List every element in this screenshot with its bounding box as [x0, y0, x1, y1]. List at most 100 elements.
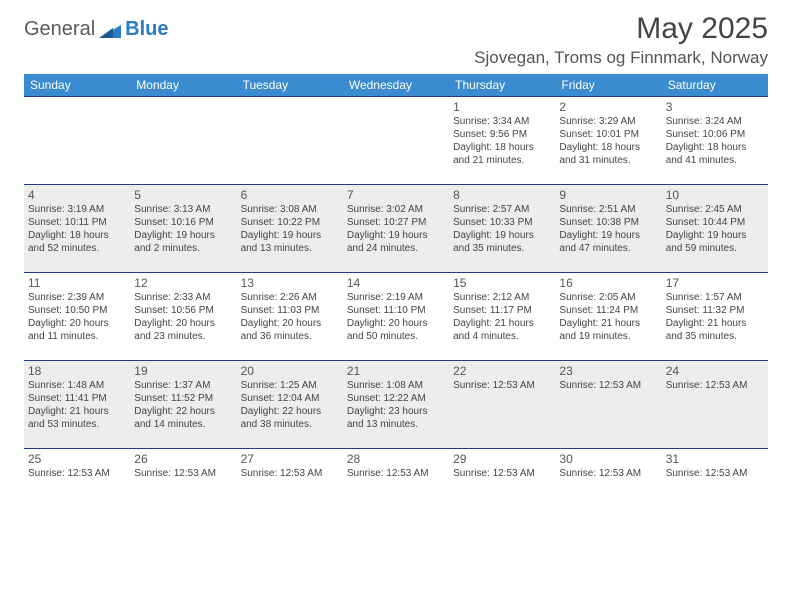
calendar-day-cell	[24, 97, 130, 185]
calendar-day-cell: 20Sunrise: 1:25 AMSunset: 12:04 AMDaylig…	[237, 361, 343, 449]
day-sunrise: Sunrise: 3:13 AM	[134, 203, 232, 216]
day-sunrise: Sunrise: 2:45 AM	[666, 203, 764, 216]
calendar-day-cell: 17Sunrise: 1:57 AMSunset: 11:32 PMDaylig…	[662, 273, 768, 361]
day-day1: Daylight: 20 hours	[28, 317, 126, 330]
day-number: 10	[666, 188, 764, 202]
day-info: Sunrise: 1:37 AMSunset: 11:52 PMDaylight…	[134, 379, 232, 431]
day-info: Sunrise: 3:34 AMSunset: 9:56 PMDaylight:…	[453, 115, 551, 167]
col-friday: Friday	[555, 74, 661, 97]
day-day1: Daylight: 19 hours	[453, 229, 551, 242]
day-info: Sunrise: 3:13 AMSunset: 10:16 PMDaylight…	[134, 203, 232, 255]
calendar-day-cell: 24Sunrise: 12:53 AM	[662, 361, 768, 449]
day-info: Sunrise: 2:05 AMSunset: 11:24 PMDaylight…	[559, 291, 657, 343]
day-sunrise: Sunrise: 12:53 AM	[666, 379, 764, 392]
day-sunset: Sunset: 10:44 PM	[666, 216, 764, 229]
day-day1: Daylight: 20 hours	[134, 317, 232, 330]
day-sunset: Sunset: 10:50 PM	[28, 304, 126, 317]
day-day1: Daylight: 20 hours	[347, 317, 445, 330]
day-info: Sunrise: 1:25 AMSunset: 12:04 AMDaylight…	[241, 379, 339, 431]
day-number: 5	[134, 188, 232, 202]
day-info: Sunrise: 12:53 AM	[453, 467, 551, 480]
day-day1: Daylight: 18 hours	[453, 141, 551, 154]
day-info: Sunrise: 3:19 AMSunset: 10:11 PMDaylight…	[28, 203, 126, 255]
day-day1: Daylight: 19 hours	[347, 229, 445, 242]
day-sunset: Sunset: 11:17 PM	[453, 304, 551, 317]
calendar-week-row: 11Sunrise: 2:39 AMSunset: 10:50 PMDaylig…	[24, 273, 768, 361]
calendar-week-row: 18Sunrise: 1:48 AMSunset: 11:41 PMDaylig…	[24, 361, 768, 449]
calendar-day-cell: 30Sunrise: 12:53 AM	[555, 449, 661, 537]
calendar-table: Sunday Monday Tuesday Wednesday Thursday…	[24, 74, 768, 537]
day-number: 18	[28, 364, 126, 378]
day-sunset: Sunset: 10:22 PM	[241, 216, 339, 229]
day-sunrise: Sunrise: 3:24 AM	[666, 115, 764, 128]
day-sunrise: Sunrise: 2:19 AM	[347, 291, 445, 304]
day-sunset: Sunset: 10:38 PM	[559, 216, 657, 229]
calendar-day-cell: 23Sunrise: 12:53 AM	[555, 361, 661, 449]
day-number: 30	[559, 452, 657, 466]
weekday-header-row: Sunday Monday Tuesday Wednesday Thursday…	[24, 74, 768, 97]
day-info: Sunrise: 12:53 AM	[453, 379, 551, 392]
day-number: 3	[666, 100, 764, 114]
day-number: 9	[559, 188, 657, 202]
day-number: 15	[453, 276, 551, 290]
calendar-day-cell: 15Sunrise: 2:12 AMSunset: 11:17 PMDaylig…	[449, 273, 555, 361]
day-number: 31	[666, 452, 764, 466]
logo: General Blue	[24, 12, 169, 41]
day-sunset: Sunset: 11:24 PM	[559, 304, 657, 317]
day-sunrise: Sunrise: 2:26 AM	[241, 291, 339, 304]
day-number: 23	[559, 364, 657, 378]
day-info: Sunrise: 12:53 AM	[241, 467, 339, 480]
calendar-week-row: 1Sunrise: 3:34 AMSunset: 9:56 PMDaylight…	[24, 97, 768, 185]
day-day1: Daylight: 18 hours	[28, 229, 126, 242]
logo-word2: Blue	[125, 18, 168, 40]
day-sunrise: Sunrise: 3:08 AM	[241, 203, 339, 216]
day-info: Sunrise: 2:26 AMSunset: 11:03 PMDaylight…	[241, 291, 339, 343]
day-sunrise: Sunrise: 1:57 AM	[666, 291, 764, 304]
day-sunrise: Sunrise: 12:53 AM	[559, 467, 657, 480]
logo-word1: General	[24, 18, 95, 41]
day-sunrise: Sunrise: 2:51 AM	[559, 203, 657, 216]
day-number: 26	[134, 452, 232, 466]
day-info: Sunrise: 12:53 AM	[134, 467, 232, 480]
day-sunrise: Sunrise: 1:25 AM	[241, 379, 339, 392]
day-day2: and 2 minutes.	[134, 242, 232, 255]
day-number: 6	[241, 188, 339, 202]
day-number: 17	[666, 276, 764, 290]
calendar-day-cell: 22Sunrise: 12:53 AM	[449, 361, 555, 449]
calendar-day-cell: 27Sunrise: 12:53 AM	[237, 449, 343, 537]
day-number: 13	[241, 276, 339, 290]
location-text: Sjovegan, Troms og Finnmark, Norway	[474, 48, 768, 68]
day-day2: and 13 minutes.	[347, 418, 445, 431]
day-day1: Daylight: 21 hours	[28, 405, 126, 418]
day-info: Sunrise: 1:08 AMSunset: 12:22 AMDaylight…	[347, 379, 445, 431]
day-info: Sunrise: 1:57 AMSunset: 11:32 PMDaylight…	[666, 291, 764, 343]
col-sunday: Sunday	[24, 74, 130, 97]
day-day2: and 11 minutes.	[28, 330, 126, 343]
day-sunrise: Sunrise: 12:53 AM	[347, 467, 445, 480]
calendar-day-cell: 25Sunrise: 12:53 AM	[24, 449, 130, 537]
day-sunrise: Sunrise: 3:34 AM	[453, 115, 551, 128]
calendar-day-cell: 4Sunrise: 3:19 AMSunset: 10:11 PMDayligh…	[24, 185, 130, 273]
day-number: 14	[347, 276, 445, 290]
day-info: Sunrise: 2:33 AMSunset: 10:56 PMDaylight…	[134, 291, 232, 343]
day-day2: and 52 minutes.	[28, 242, 126, 255]
day-sunset: Sunset: 11:41 PM	[28, 392, 126, 405]
calendar-day-cell: 18Sunrise: 1:48 AMSunset: 11:41 PMDaylig…	[24, 361, 130, 449]
calendar-day-cell: 9Sunrise: 2:51 AMSunset: 10:38 PMDayligh…	[555, 185, 661, 273]
day-number: 28	[347, 452, 445, 466]
calendar-day-cell: 7Sunrise: 3:02 AMSunset: 10:27 PMDayligh…	[343, 185, 449, 273]
day-sunrise: Sunrise: 1:08 AM	[347, 379, 445, 392]
day-sunset: Sunset: 10:16 PM	[134, 216, 232, 229]
day-info: Sunrise: 2:57 AMSunset: 10:33 PMDaylight…	[453, 203, 551, 255]
day-number: 25	[28, 452, 126, 466]
day-info: Sunrise: 3:24 AMSunset: 10:06 PMDaylight…	[666, 115, 764, 167]
day-day2: and 59 minutes.	[666, 242, 764, 255]
day-sunset: Sunset: 10:06 PM	[666, 128, 764, 141]
day-day2: and 13 minutes.	[241, 242, 339, 255]
day-number: 11	[28, 276, 126, 290]
day-info: Sunrise: 2:39 AMSunset: 10:50 PMDaylight…	[28, 291, 126, 343]
day-day2: and 50 minutes.	[347, 330, 445, 343]
day-info: Sunrise: 2:12 AMSunset: 11:17 PMDaylight…	[453, 291, 551, 343]
calendar-day-cell	[343, 97, 449, 185]
day-day2: and 53 minutes.	[28, 418, 126, 431]
